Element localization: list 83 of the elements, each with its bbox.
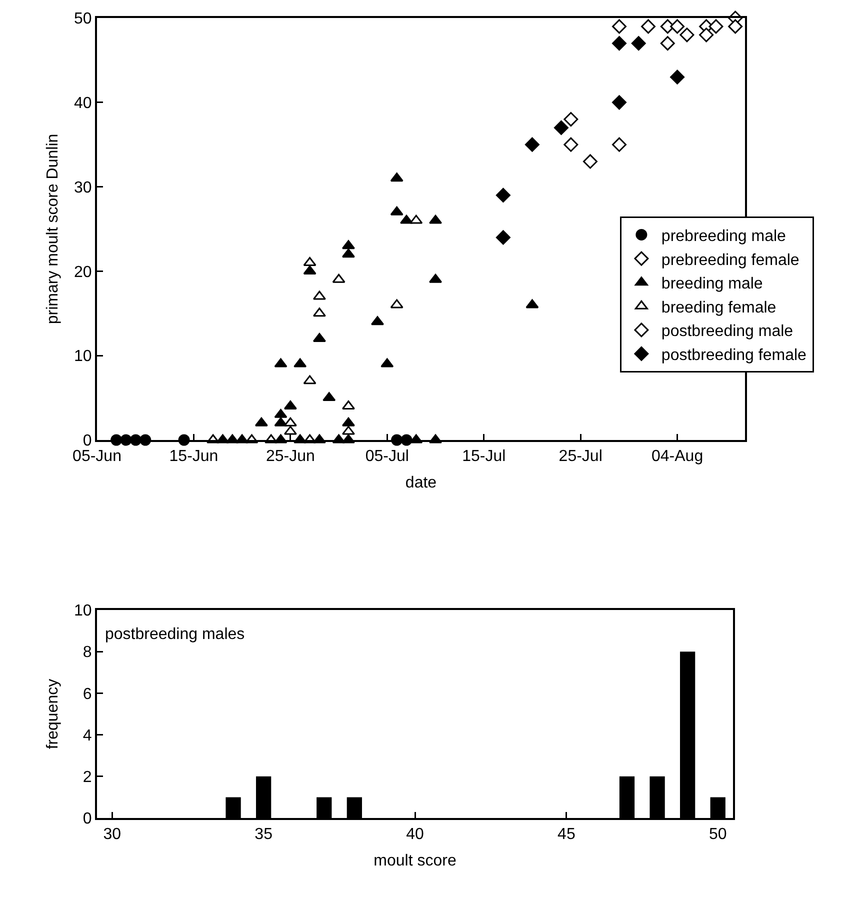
y-tick-label: 6 [82,686,92,703]
point [303,265,316,274]
point [583,154,598,169]
x-tick-label: 05-Jul [365,448,409,466]
x-axis-title: moult score [374,852,456,870]
x-tick-label: 15-Jul [462,448,506,466]
point [274,417,288,426]
point [612,36,627,51]
legend-label: postbreeding male [661,323,794,340]
point [564,137,578,152]
y-axis-title: frequency [44,678,62,750]
y-tick-label: 10 [74,348,92,366]
point [342,417,355,426]
point [312,332,326,342]
point [332,274,346,283]
y-tick-label: 30 [74,179,92,196]
legend-label: breeding male [661,276,763,293]
x-tick-label: 40 [406,826,424,844]
annotation: postbreeding males [105,626,245,643]
x-tick-label: 45 [558,826,576,844]
x-tick-label: 04-Aug [652,448,704,466]
point [524,137,540,152]
point [390,299,404,308]
point [390,206,404,216]
legend-label: postbreeding female [661,346,807,364]
point [554,120,568,135]
point [660,36,675,51]
point [631,36,646,51]
y-tick-label: 10 [74,602,92,620]
x-tick-label: 50 [708,826,727,844]
x-tick-label: 30 [103,826,122,844]
point [390,172,404,182]
y-tick-label: 4 [82,727,92,744]
legend-label: prebreeding male [661,228,786,245]
y-tick-label: 8 [82,644,92,662]
y-tick-label: 0 [82,810,92,828]
point [294,358,307,368]
y-tick-label: 0 [82,432,92,450]
point [708,19,724,34]
point [303,257,316,266]
point [342,248,355,258]
y-tick-label: 2 [82,769,92,786]
point [312,308,326,317]
y-tick-label: 50 [74,10,92,28]
point [342,426,355,435]
point [612,137,627,152]
point [728,19,743,34]
point [496,230,510,245]
legend-label: breeding female [661,299,776,316]
point [370,316,384,326]
point [612,95,627,110]
point [274,408,288,418]
point [641,19,656,34]
point [284,417,297,426]
point [274,358,288,368]
x-tick-label: 35 [254,826,273,844]
point [312,290,326,300]
point [284,400,297,410]
point [612,19,627,34]
point [670,70,685,84]
x-tick-label: 15-Jun [169,448,218,466]
point [254,417,268,426]
point [322,392,336,402]
x-tick-label: 25-Jun [266,448,315,466]
point [526,299,539,308]
point [680,28,694,42]
y-axis-title: primary moult score Dunlin [44,134,62,324]
point [284,426,297,435]
x-tick-label: 05-Jun [72,448,122,466]
point [342,400,355,410]
y-tick-label: 20 [74,264,92,281]
x-tick-label: 25-Jul [558,448,602,466]
point [496,188,510,202]
point [380,358,394,368]
point [303,375,316,384]
y-tick-label: 40 [74,95,92,112]
point [670,19,685,34]
x-axis-title: date [405,474,437,492]
point [410,214,423,224]
legend-label: prebreeding female [661,252,800,269]
point [564,112,578,127]
point [342,240,355,250]
point [699,28,714,42]
